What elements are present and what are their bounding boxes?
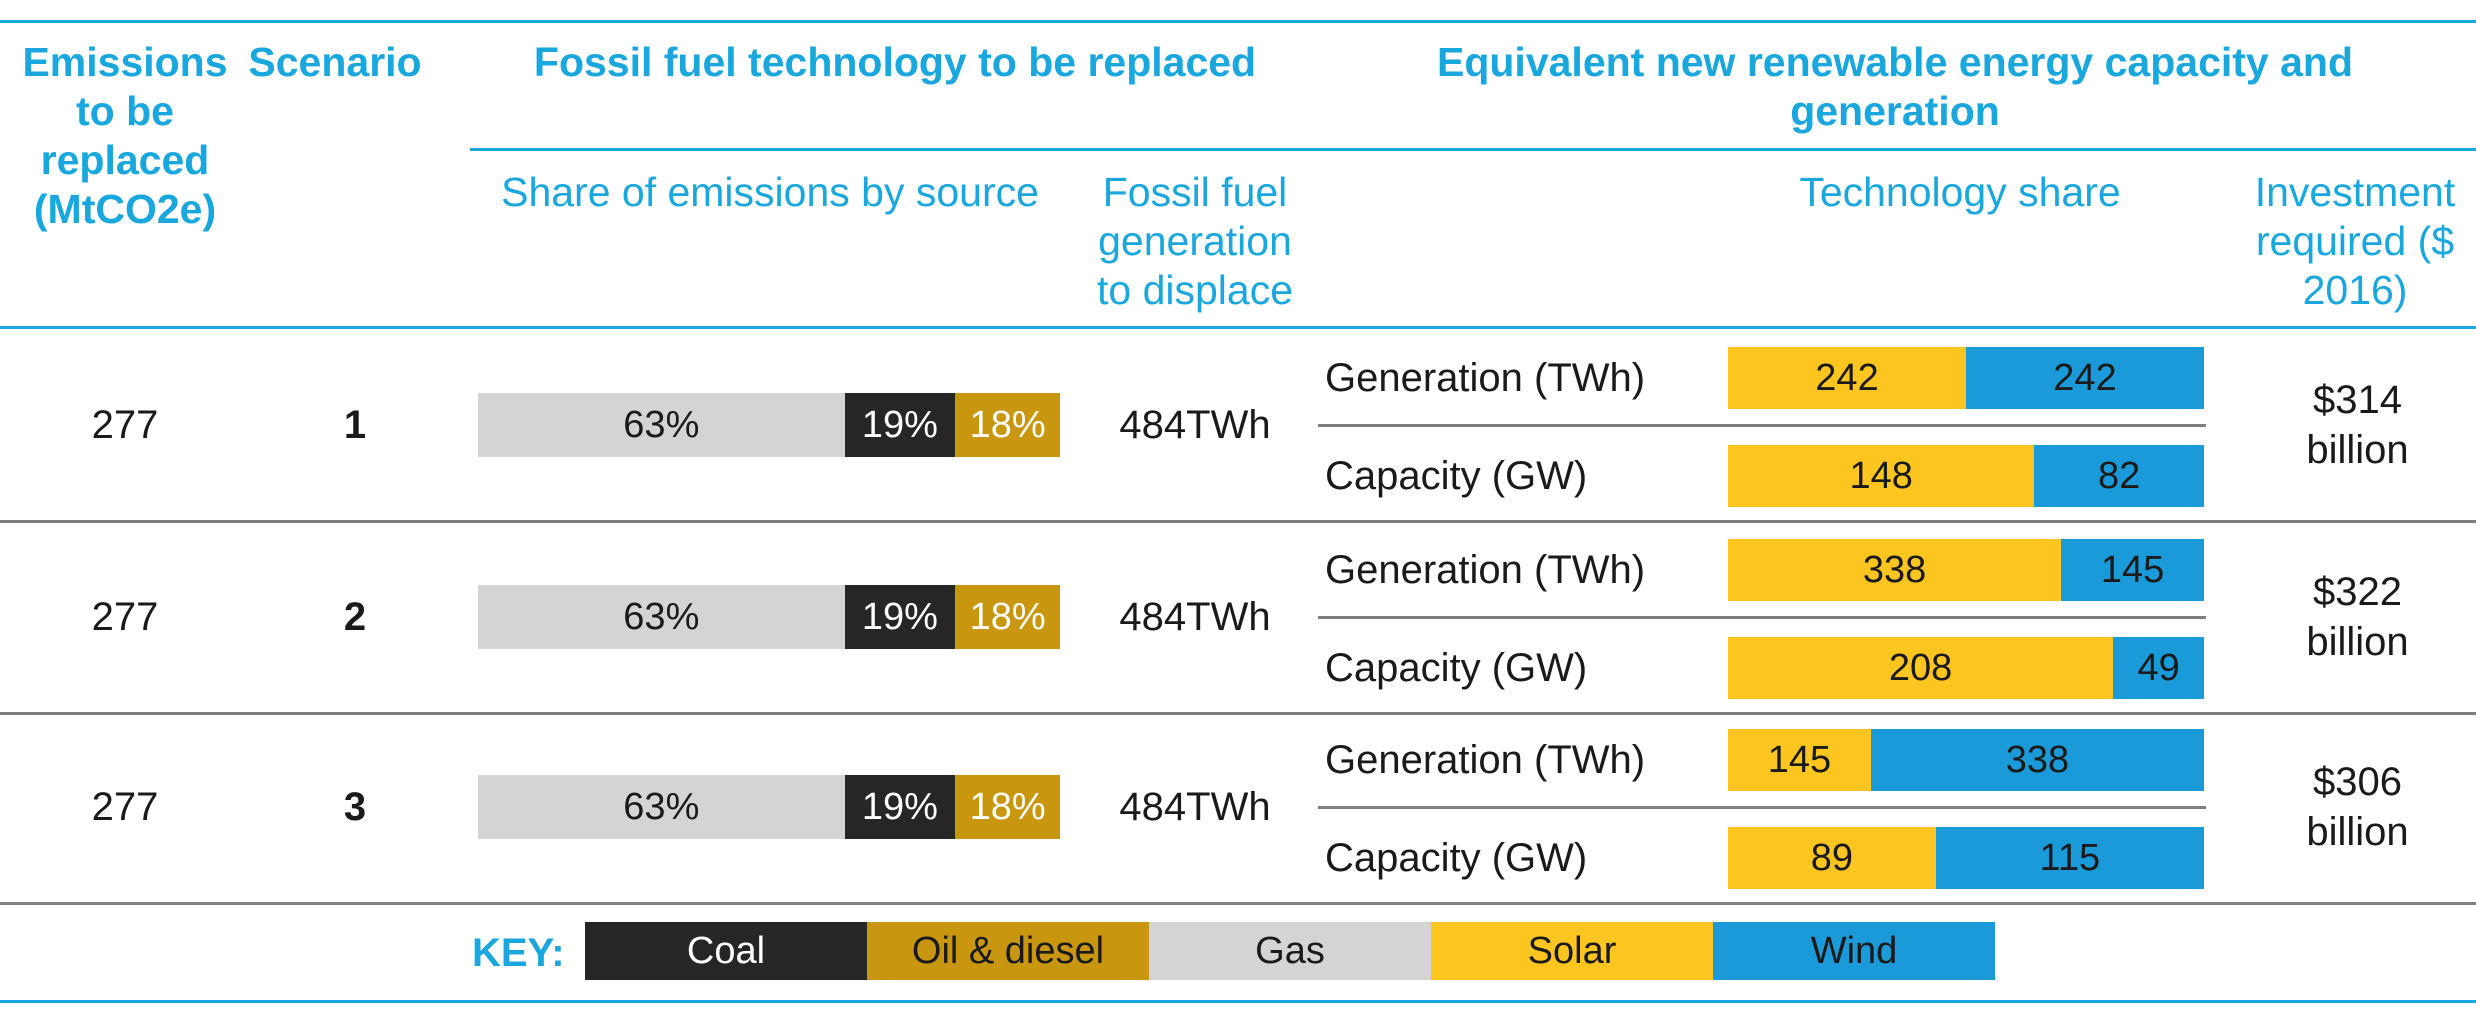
key-item-coal: Coal	[585, 922, 867, 980]
emissions-share-bar: 63% 19% 18%	[478, 585, 1060, 649]
capacity-solar-segment: 89	[1728, 827, 1936, 889]
capacity-wind-segment: 49	[2113, 637, 2204, 699]
generation-capacity-divider	[1318, 806, 2206, 809]
generation-label: Generation (TWh)	[1325, 356, 1646, 400]
investment-unit: billion	[2306, 620, 2409, 664]
generation-solar-segment: 338	[1728, 539, 2062, 601]
investment-unit: billion	[2306, 428, 2409, 472]
generation-wind-segment: 242	[1966, 347, 2204, 409]
emissions-header: Emissions to be replaced (MtCO2e)	[22, 39, 228, 232]
emissions-share-segment-gas: 63%	[478, 393, 845, 457]
investment-amount: $314	[2313, 378, 2402, 422]
capacity-solar-segment: 208	[1728, 637, 2114, 699]
generation-bar: 338 145	[1728, 539, 2204, 601]
investment-amount: $322	[2313, 570, 2402, 614]
fossil-generation-value: 484TWh	[1119, 785, 1271, 829]
emissions-share-bar: 63% 19% 18%	[478, 393, 1060, 457]
generation-label: Generation (TWh)	[1325, 548, 1646, 592]
generation-bar: 145 338	[1728, 729, 2204, 791]
investment-header: Investment required ($ 2016)	[2254, 169, 2456, 313]
investment-unit: billion	[2306, 810, 2409, 854]
capacity-bar: 89 115	[1728, 827, 2204, 889]
generation-solar-segment: 145	[1728, 729, 1871, 791]
capacity-bar: 148 82	[1728, 445, 2204, 507]
row-divider	[0, 712, 2476, 715]
capacity-label: Capacity (GW)	[1325, 646, 1588, 690]
investment-value: $314 billion	[2250, 375, 2465, 475]
scenario-number: 1	[343, 403, 367, 447]
fossil-generation-value: 484TWh	[1119, 403, 1271, 447]
row-divider	[0, 902, 2476, 905]
scenario-header: Scenario	[248, 39, 422, 85]
top-rule	[0, 20, 2476, 23]
emissions-share-segment-coal: 19%	[844, 775, 956, 839]
fossil-generation-value: 484TWh	[1119, 595, 1271, 639]
share-of-emissions-header: Share of emissions by source	[501, 169, 1039, 215]
fossil-group-header: Fossil fuel technology to be replaced	[533, 39, 1257, 85]
investment-value: $322 billion	[2250, 567, 2465, 667]
generation-capacity-divider	[1318, 616, 2206, 619]
emissions-share-segment-coal: 19%	[844, 585, 956, 649]
emissions-share-bar: 63% 19% 18%	[478, 775, 1060, 839]
emissions-share-segment-gas: 63%	[478, 775, 845, 839]
key-item-oil-diesel: Oil & diesel	[867, 922, 1149, 980]
generation-wind-segment: 338	[1870, 729, 2204, 791]
fossil-generation-header: Fossil fuel generation to displace	[1096, 169, 1293, 313]
key-item-wind: Wind	[1713, 922, 1995, 980]
generation-capacity-divider	[1318, 424, 2206, 427]
generation-label: Generation (TWh)	[1325, 738, 1646, 782]
generation-wind-segment: 145	[2061, 539, 2204, 601]
emissions-value: 277	[91, 595, 159, 639]
scenario-number: 3	[343, 785, 367, 829]
key-item-solar: Solar	[1431, 922, 1713, 980]
investment-amount: $306	[2313, 760, 2402, 804]
generation-bar: 242 242	[1728, 347, 2204, 409]
capacity-wind-segment: 115	[1935, 827, 2204, 889]
emissions-share-segment-oil-diesel: 18%	[955, 585, 1060, 649]
technology-share-header: Technology share	[1799, 169, 2121, 215]
key-title: KEY:	[472, 931, 565, 975]
emissions-value: 277	[91, 785, 159, 829]
row-divider	[0, 520, 2476, 523]
emissions-share-segment-oil-diesel: 18%	[955, 393, 1060, 457]
capacity-label: Capacity (GW)	[1325, 454, 1588, 498]
emissions-share-segment-coal: 19%	[844, 393, 956, 457]
investment-value: $306 billion	[2250, 757, 2465, 857]
scenario-number: 2	[343, 595, 367, 639]
capacity-solar-segment: 148	[1728, 445, 2035, 507]
capacity-wind-segment: 82	[2034, 445, 2204, 507]
capacity-bar: 208 49	[1728, 637, 2204, 699]
generation-solar-segment: 242	[1728, 347, 1966, 409]
header-bottom-rule	[0, 326, 2476, 329]
renewable-group-header: Equivalent new renewable energy capacity…	[1437, 39, 2353, 134]
emissions-value: 277	[91, 403, 159, 447]
emissions-share-segment-gas: 63%	[478, 585, 845, 649]
key-item-gas: Gas	[1149, 922, 1431, 980]
bottom-rule	[0, 1000, 2476, 1003]
emissions-share-segment-oil-diesel: 18%	[955, 775, 1060, 839]
capacity-label: Capacity (GW)	[1325, 836, 1588, 880]
header-divider	[470, 148, 2476, 151]
